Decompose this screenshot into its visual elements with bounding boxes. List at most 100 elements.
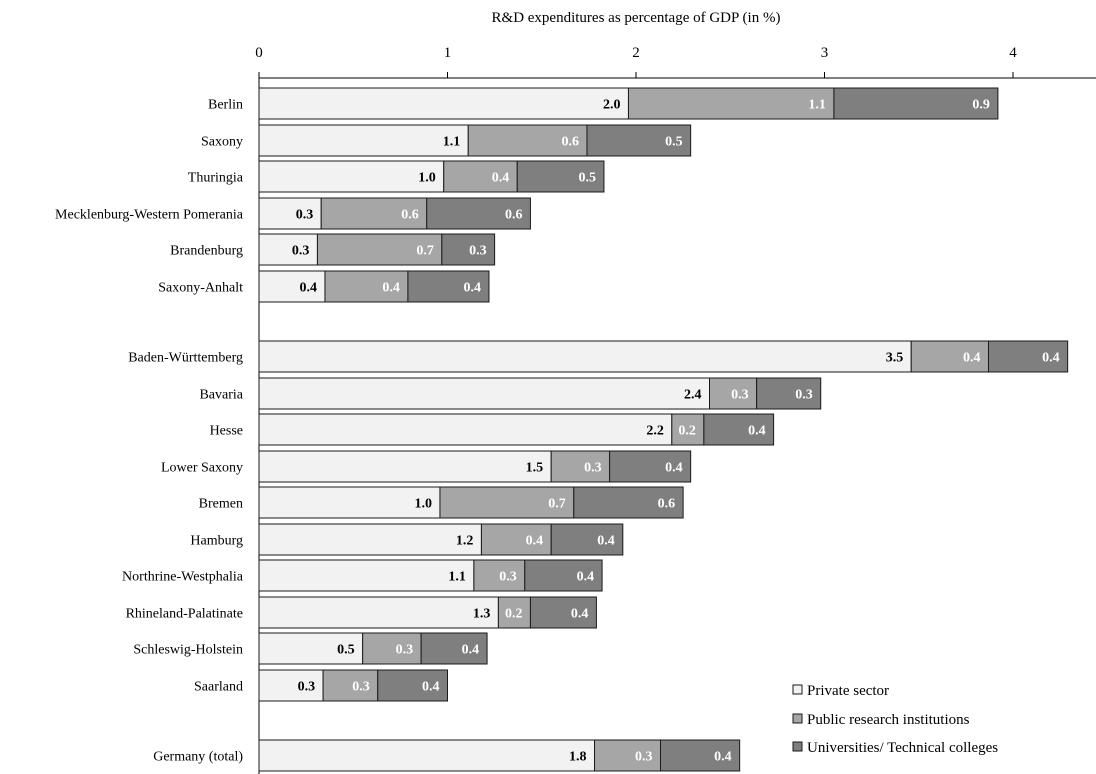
bar-segment <box>258 124 469 157</box>
legend-swatch <box>792 741 803 752</box>
bar-segment <box>362 632 422 665</box>
data-label: 0.4 <box>463 281 481 296</box>
bar-segment <box>258 523 482 556</box>
data-label: 0.2 <box>505 607 523 622</box>
category-label: Thuringia <box>188 171 244 186</box>
data-label: 2.2 <box>646 424 664 439</box>
category-label: Rhineland-Palatinate <box>126 607 243 622</box>
category-label: Brandenburg <box>170 244 243 259</box>
data-label: 0.4 <box>714 750 732 765</box>
x-tick-label: 4 <box>1009 45 1017 61</box>
data-label: 0.4 <box>462 643 480 658</box>
data-label: 0.4 <box>577 570 595 585</box>
data-label: 1.8 <box>569 750 587 765</box>
data-label: 0.4 <box>1042 351 1060 366</box>
data-label: 0.9 <box>972 98 990 113</box>
data-label: 1.3 <box>473 607 491 622</box>
data-label: 0.3 <box>731 388 749 403</box>
bar-segment <box>443 160 518 193</box>
bar-segment <box>529 596 597 629</box>
category-label: Lower Saxony <box>161 461 243 476</box>
data-label: 1.0 <box>418 171 436 186</box>
data-label: 0.7 <box>416 244 434 259</box>
legend-label: Universities/ Technical colleges <box>807 740 998 756</box>
bar-segment <box>420 632 488 665</box>
data-label: 0.6 <box>561 135 579 150</box>
data-label: 2.0 <box>603 98 621 113</box>
category-label: Saxony-Anhalt <box>158 281 243 296</box>
data-label: 0.4 <box>382 281 400 296</box>
data-label: 0.6 <box>658 497 676 512</box>
bar-segment <box>497 596 531 629</box>
x-tick-label: 2 <box>632 45 640 61</box>
bar-segment <box>258 559 475 592</box>
data-label: 1.2 <box>456 534 474 549</box>
data-label: 0.4 <box>665 461 683 476</box>
data-label: 0.6 <box>401 208 419 223</box>
x-tick-label: 0 <box>255 45 263 61</box>
bar-segment <box>426 197 531 230</box>
data-label: 1.1 <box>443 135 461 150</box>
category-label: Schleswig-Holstein <box>133 643 243 658</box>
data-label: 1.0 <box>414 497 432 512</box>
data-label: 0.3 <box>296 208 314 223</box>
data-label: 0.5 <box>337 643 355 658</box>
data-label: 1.1 <box>448 570 466 585</box>
bar-segment <box>671 413 705 446</box>
data-label: 0.2 <box>678 424 696 439</box>
bar-segment <box>987 340 1069 373</box>
data-label: 0.5 <box>578 171 596 186</box>
bar-segment <box>258 486 441 519</box>
category-label: Hamburg <box>190 534 243 549</box>
legend-label: Public research institutions <box>807 712 970 728</box>
bar-segment <box>258 340 912 373</box>
data-label: 0.4 <box>571 607 589 622</box>
category-label: Saxony <box>201 135 243 150</box>
data-label: 0.4 <box>748 424 766 439</box>
bar-segment <box>377 669 449 702</box>
data-label: 1.1 <box>808 98 826 113</box>
data-label: 0.3 <box>292 244 310 259</box>
bar-segment <box>473 559 526 592</box>
data-label: 0.7 <box>548 497 566 512</box>
bar-segment <box>586 124 692 157</box>
legend-swatch <box>792 684 803 695</box>
data-label: 0.4 <box>597 534 615 549</box>
bar-segment <box>609 450 692 483</box>
bar-segment <box>627 87 835 120</box>
bar-segment <box>316 233 443 266</box>
category-label: Bavaria <box>199 388 243 403</box>
data-label: 0.3 <box>352 680 370 695</box>
bar-segment <box>573 486 684 519</box>
category-label: Saarland <box>194 680 243 695</box>
data-label: 0.5 <box>665 135 683 150</box>
data-label: 0.3 <box>396 643 414 658</box>
data-label: 0.3 <box>499 570 517 585</box>
bar-segment <box>439 486 575 519</box>
bar-segment <box>660 739 741 772</box>
bar-segment <box>258 450 552 483</box>
bar-segment <box>480 523 552 556</box>
data-label: 1.5 <box>526 461 544 476</box>
data-label: 3.5 <box>886 351 904 366</box>
legend: Private sector Public research institutio… <box>792 683 998 756</box>
legend-label: Private sector <box>807 683 889 699</box>
bar-segment <box>550 450 611 483</box>
bar-segment <box>258 739 596 772</box>
data-label: 0.3 <box>635 750 653 765</box>
x-axis-title: R&D expenditures as percentage of GDP (i… <box>492 10 781 26</box>
category-label: Hesse <box>210 424 243 439</box>
bar-segment <box>258 413 673 446</box>
data-label: 0.4 <box>299 281 317 296</box>
bar-segment <box>258 596 499 629</box>
data-label: 0.3 <box>469 244 487 259</box>
bars: 2.0 1.1 0.9 1.1 0.6 0.5 1.0 0.4 0.5 0.3 0.6 0.6 0.3 0… <box>258 87 1069 772</box>
bar-segment <box>703 413 775 446</box>
category-label: Berlin <box>208 98 243 113</box>
data-label: 0.4 <box>963 351 981 366</box>
x-tick-label: 1 <box>444 45 452 61</box>
data-label: 0.3 <box>795 388 813 403</box>
bar-segment <box>594 739 662 772</box>
bar-segment <box>258 160 445 193</box>
